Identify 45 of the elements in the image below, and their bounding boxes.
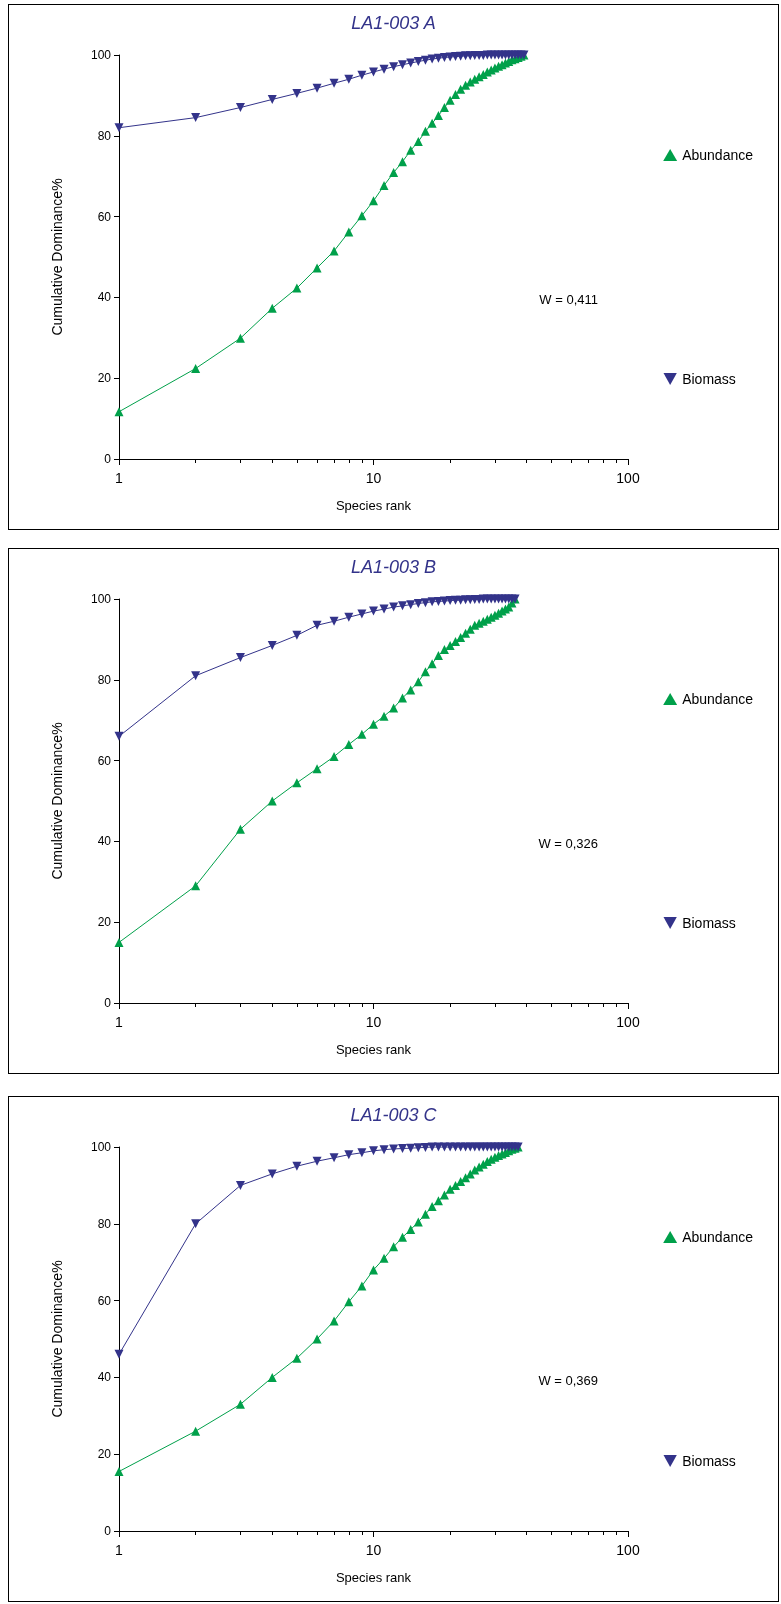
annotation: W = 0,326 xyxy=(538,836,599,852)
y-tick-label: 80 xyxy=(97,672,112,687)
x-axis-title: Species rank xyxy=(335,1042,412,1057)
x-tick-label: 10 xyxy=(365,470,382,486)
legend-label: Biomass xyxy=(682,915,736,931)
y-tick-label: 40 xyxy=(97,834,112,849)
x-tick-label: 1 xyxy=(115,470,124,486)
y-tick-label: 100 xyxy=(90,1140,112,1154)
y-tick-label: 0 xyxy=(104,996,112,1010)
y-tick-label: 40 xyxy=(97,1370,112,1385)
y-axis-title: Cumulative Dominance% xyxy=(49,1260,65,1418)
y-tick-label: 100 xyxy=(90,48,112,62)
x-axis-title: Species rank xyxy=(335,498,412,513)
y-tick-label: 60 xyxy=(97,209,112,224)
annotation: W = 0,369 xyxy=(538,1373,599,1389)
y-axis-title: Cumulative Dominance% xyxy=(49,722,65,880)
y-axis-title: Cumulative Dominance% xyxy=(49,178,65,336)
x-tick-label: 100 xyxy=(616,470,640,486)
annotation: W = 0,411 xyxy=(539,292,598,308)
x-tick-label: 10 xyxy=(365,1542,382,1558)
chart-title: LA1-003 A xyxy=(351,13,436,33)
x-axis-title: Species rank xyxy=(335,1570,412,1585)
legend-label: Biomass xyxy=(682,371,736,387)
legend-label: Biomass xyxy=(682,1453,736,1469)
y-tick-label: 20 xyxy=(97,1447,112,1462)
legend-label: Abundance xyxy=(682,691,754,707)
chart-title: LA1-003 C xyxy=(350,1105,438,1125)
y-tick-label: 20 xyxy=(97,371,112,386)
y-tick-label: 100 xyxy=(90,592,112,606)
y-tick-label: 60 xyxy=(97,753,112,768)
y-tick-label: 80 xyxy=(97,128,112,143)
chart-title: LA1-003 B xyxy=(350,557,437,577)
x-tick-label: 10 xyxy=(365,1014,382,1030)
x-tick-label: 1 xyxy=(115,1014,124,1030)
y-tick-label: 0 xyxy=(104,452,112,466)
x-tick-label: 100 xyxy=(616,1014,640,1030)
y-tick-label: 0 xyxy=(104,1524,112,1538)
legend-label: Abundance xyxy=(682,147,754,163)
x-tick-label: 100 xyxy=(616,1542,640,1558)
x-tick-label: 1 xyxy=(115,1542,124,1558)
legend-label: Abundance xyxy=(682,1229,754,1245)
y-tick-label: 60 xyxy=(97,1293,112,1308)
y-tick-label: 40 xyxy=(97,290,112,305)
y-tick-label: 80 xyxy=(97,1216,112,1231)
y-tick-label: 20 xyxy=(97,915,112,930)
